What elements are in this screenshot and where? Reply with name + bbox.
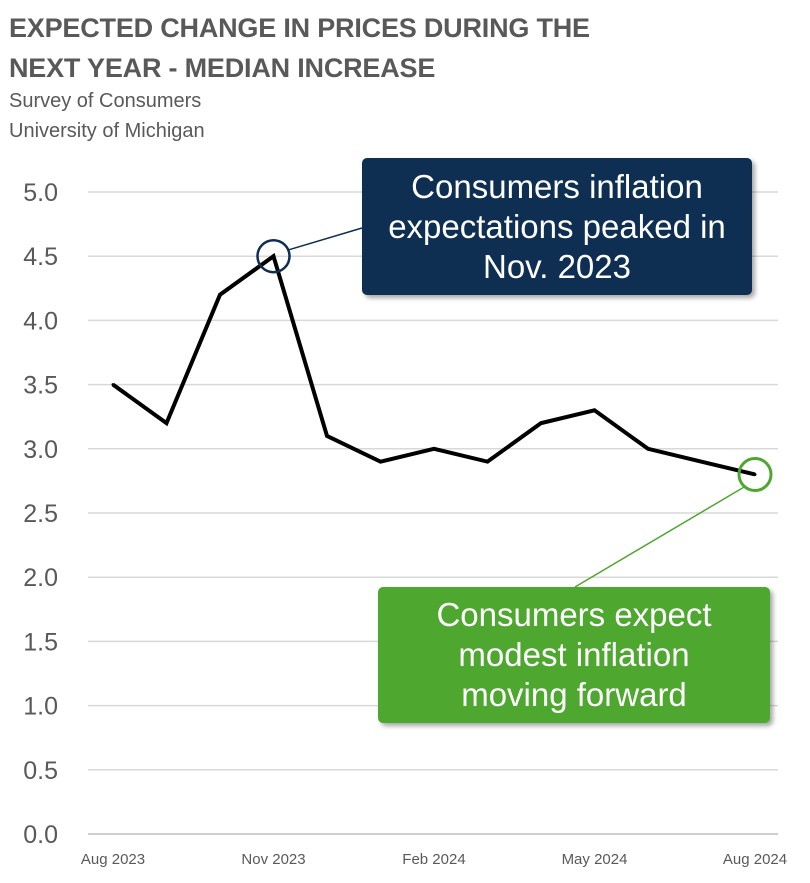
data-point bbox=[593, 408, 596, 412]
x-tick-label: May 2024 bbox=[562, 851, 628, 868]
data-point bbox=[218, 293, 222, 297]
y-tick-label: 3.0 bbox=[23, 436, 58, 464]
y-tick-label: 0.0 bbox=[23, 821, 58, 849]
data-point bbox=[700, 460, 703, 464]
y-tick-label: 3.5 bbox=[23, 372, 58, 400]
data-point bbox=[432, 447, 436, 451]
x-tick-label: Aug 2023 bbox=[81, 851, 145, 868]
data-point bbox=[486, 460, 489, 464]
title-line-1: EXPECTED CHANGE IN PRICES DURING THE bbox=[9, 13, 590, 43]
x-tick-label: Nov 2023 bbox=[241, 851, 305, 868]
subtitle-source: Survey of Consumers bbox=[9, 90, 202, 112]
y-tick-label: 4.5 bbox=[23, 243, 58, 271]
peak-connector-line bbox=[287, 227, 363, 251]
data-point bbox=[379, 460, 382, 464]
data-point bbox=[646, 447, 650, 451]
y-tick-label: 5.0 bbox=[23, 179, 58, 207]
data-point bbox=[111, 383, 115, 387]
peak-callout: Consumers inflation expectations peaked … bbox=[362, 158, 752, 295]
data-point bbox=[272, 254, 275, 258]
y-tick-label: 2.0 bbox=[23, 564, 58, 592]
data-point bbox=[165, 421, 168, 425]
subtitle-org: University of Michigan bbox=[9, 120, 205, 142]
peak-highlight-circle bbox=[256, 238, 291, 274]
y-tick-label: 1.5 bbox=[23, 628, 58, 656]
x-tick-label: Feb 2024 bbox=[402, 851, 465, 868]
y-tick-label: 0.5 bbox=[23, 757, 58, 785]
data-point bbox=[325, 434, 329, 438]
chart-title: EXPECTED CHANGE IN PRICES DURING THE NEX… bbox=[9, 8, 590, 88]
y-tick-label: 1.0 bbox=[23, 693, 58, 721]
latest-highlight-circle bbox=[737, 456, 773, 492]
latest-connector-line bbox=[574, 485, 746, 588]
data-point bbox=[539, 421, 543, 425]
y-tick-label: 2.5 bbox=[23, 500, 58, 528]
x-tick-label: Aug 2024 bbox=[723, 851, 787, 868]
title-line-2: NEXT YEAR - MEDIAN INCREASE bbox=[9, 53, 436, 83]
latest-callout: Consumers expect modest inflation moving… bbox=[378, 587, 770, 723]
y-tick-label: 4.0 bbox=[23, 307, 58, 335]
data-point bbox=[753, 472, 757, 476]
